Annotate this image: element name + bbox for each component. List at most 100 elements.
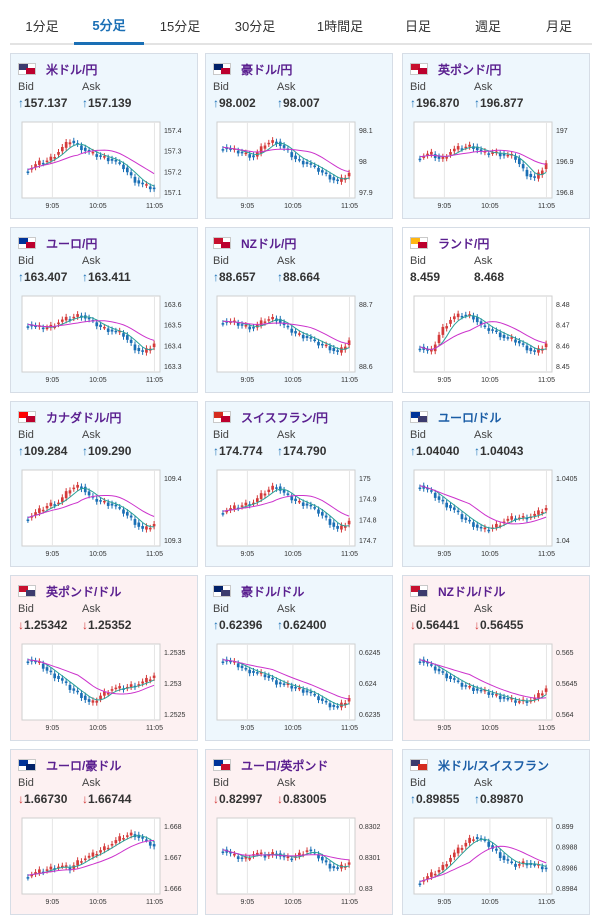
tab-6[interactable]: 週足 [474,18,501,34]
candle [426,346,429,354]
candle [57,149,60,158]
arrow-down-icon: ↓ [410,618,416,632]
tab-2[interactable]: 15分足 [159,18,201,34]
mini-candle-chart[interactable]: 163.6 163.5 163.4 163.3 9:05 10:05 11:05 [18,294,194,390]
mini-candle-chart[interactable]: 98.1 98 97.9 9:05 10:05 11:05 [213,120,389,216]
x-tick-label: 11:05 [538,725,555,732]
currency-pair-name[interactable]: ユーロ/円 [46,236,98,251]
currency-pair-name[interactable]: 米ドル/スイスフラン [438,758,549,773]
tab-7[interactable]: 月足 [545,18,572,34]
rate-card[interactable]: 米ドル/円 Bid Ask ↑157.137 ↑157.139 157.4 157.3 157… [10,53,198,219]
rate-card[interactable]: ランド/円 Bid Ask 8.459 8.468 8.48 8.47 8.46 8.45 9:0… [402,227,590,393]
mini-candle-chart[interactable]: 109.4 109.3 9:05 10:05 11:05 [18,468,194,564]
rate-card[interactable]: 豪ドル/ドル Bid Ask ↑0.62396 ↑0.62400 0.6245 0.624 0… [205,575,393,741]
mini-candle-chart[interactable]: 1.0405 1.04 9:05 10:05 11:05 [410,468,586,564]
rate-card[interactable]: カナダドル/円 Bid Ask ↑109.284 ↑109.290 109.4 109.3 9… [10,401,198,567]
mini-candle-chart[interactable]: 0.6245 0.624 0.6235 9:05 10:05 11:05 [213,642,389,738]
candle [83,692,87,703]
x-tick-label: 10:05 [89,725,107,732]
candle [347,695,351,705]
rate-card[interactable]: NZドル/ドル Bid Ask ↓0.56441 ↓0.56455 0.565 0.5645… [402,575,590,741]
short-moving-average-line [222,488,350,527]
rate-card[interactable]: ユーロ/豪ドル Bid Ask ↓1.66730 ↓1.66744 1.668 1.667 1… [10,749,198,915]
currency-pair-name[interactable]: 米ドル/円 [46,62,98,77]
currency-pair-name[interactable]: ユーロ/豪ドル [46,758,122,773]
rate-card[interactable]: スイスフラン/円 Bid Ask ↑174.774 ↑174.790 175 174.9 17… [205,401,393,567]
mini-candle-chart[interactable]: 88.7 88.6 9:05 10:05 11:05 [213,294,389,390]
candle [544,864,548,872]
x-tick-label: 9:05 [438,551,452,558]
y-tick-label: 97.9 [359,190,373,197]
x-tick-label: 10:05 [89,377,107,384]
arrow-up-icon: ↑ [277,618,283,632]
currency-pair-name[interactable]: ユーロ/ドル [438,410,502,425]
candle [141,347,144,355]
candle [309,334,313,342]
bid-price: ↓1.25342 [18,618,67,632]
mini-candle-chart[interactable]: 1.668 1.667 1.666 9:05 10:05 11:05 [18,816,194,912]
candle [99,321,102,331]
candle [498,150,502,160]
candle [340,344,343,356]
candle [60,316,64,325]
candle [472,312,475,323]
currency-pair-name[interactable]: NZドル/円 [241,236,297,251]
candle [282,486,286,496]
candle [68,487,72,497]
currency-pair-name[interactable]: NZドル/ドル [438,584,506,599]
currency-pair-name[interactable]: 豪ドル/ドル [241,584,305,599]
mini-candle-chart[interactable]: 197 196.9 196.8 9:05 10:05 11:05 [410,120,586,216]
rate-card[interactable]: 米ドル/スイスフラン Bid Ask ↑0.89855 ↑0.89870 0.899 0.8… [402,749,590,915]
candle [152,672,156,681]
short-moving-average-line [222,319,350,350]
currency-pair-name[interactable]: スイスフラン/円 [241,410,328,425]
rate-card[interactable]: 豪ドル/円 Bid Ask ↑98.002 ↑98.007 98.1 98 97.9 9:05 1… [205,53,393,219]
ask-price: ↑88.664 [277,270,320,284]
candle [298,684,301,692]
rate-card[interactable]: ユーロ/英ポンド Bid Ask ↓0.82997 ↓0.83005 0.8302 0.83… [205,749,393,915]
candle [475,314,479,326]
currency-pair-name[interactable]: ランド/円 [438,236,490,251]
candle [301,157,305,168]
ask-price: ↓1.66744 [82,792,131,806]
y-tick-label: 8.48 [556,302,570,309]
ask-price: ↓1.25352 [82,618,131,632]
mini-candle-chart[interactable]: 0.8302 0.8301 0.83 9:05 10:05 11:05 [213,816,389,912]
rate-card[interactable]: ユーロ/円 Bid Ask ↑163.407 ↑163.411 163.6 163.5 163… [10,227,198,393]
mini-candle-chart[interactable]: 175 174.9 174.8 174.7 9:05 10:05 11:05 [213,468,389,564]
candle [233,850,236,858]
rate-card[interactable]: ユーロ/ドル Bid Ask ↑1.04040 ↑1.04043 1.0405 1.04 9:… [402,401,590,567]
candle [495,691,498,698]
currency-pair-name[interactable]: カナダドル/円 [46,410,122,425]
mini-candle-chart[interactable]: 0.565 0.5645 0.564 9:05 10:05 11:05 [410,642,586,738]
tab-4[interactable]: 1時間足 [316,18,364,34]
candle [533,510,536,519]
rate-card[interactable]: NZドル/円 Bid Ask ↑88.657 ↑88.664 88.7 88.6 9:05 10… [205,227,393,393]
candle [64,862,68,870]
currency-pair-name[interactable]: 英ポンド/ドル [46,584,122,599]
short-moving-average-line [419,485,547,529]
candle [125,509,129,519]
mini-candle-chart[interactable]: 0.899 0.8988 0.8986 0.8984 9:05 10:05 11:05 [410,816,586,912]
candle [426,658,429,667]
mini-candle-chart[interactable]: 8.48 8.47 8.46 8.45 9:05 10:05 11:05 [410,294,586,390]
rate-card[interactable]: 英ポンド/円 Bid Ask ↑196.870 ↑196.877 197 196.9 196.… [402,53,590,219]
tab-0[interactable]: 1分足 [25,18,59,34]
tab-3[interactable]: 30分足 [234,18,276,34]
arrow-up-icon: ↑ [82,270,88,284]
tab-5[interactable]: 日足 [404,18,431,34]
mini-candle-chart[interactable]: 1.2535 1.253 1.2525 9:05 10:05 11:05 [18,642,194,738]
currency-pair-name[interactable]: ユーロ/英ポンド [241,758,329,773]
bid-value: 174.774 [219,444,263,458]
tab-1[interactable]: 5分足 [74,7,144,45]
currency-pair-name[interactable]: 豪ドル/円 [241,62,293,77]
x-tick-label: 11:05 [341,377,358,384]
x-tick-label: 9:05 [241,203,255,210]
mini-candle-chart[interactable]: 157.4 157.3 157.2 157.1 9:05 10:05 11:05 [18,120,194,216]
currency-pair-name[interactable]: 英ポンド/円 [438,62,502,77]
candle [320,340,324,349]
y-tick-label: 163.4 [164,343,182,350]
candle [271,482,274,493]
y-tick-label: 1.666 [164,886,182,893]
rate-card[interactable]: 英ポンド/ドル Bid Ask ↓1.25342 ↓1.25352 1.2535 1.253… [10,575,198,741]
